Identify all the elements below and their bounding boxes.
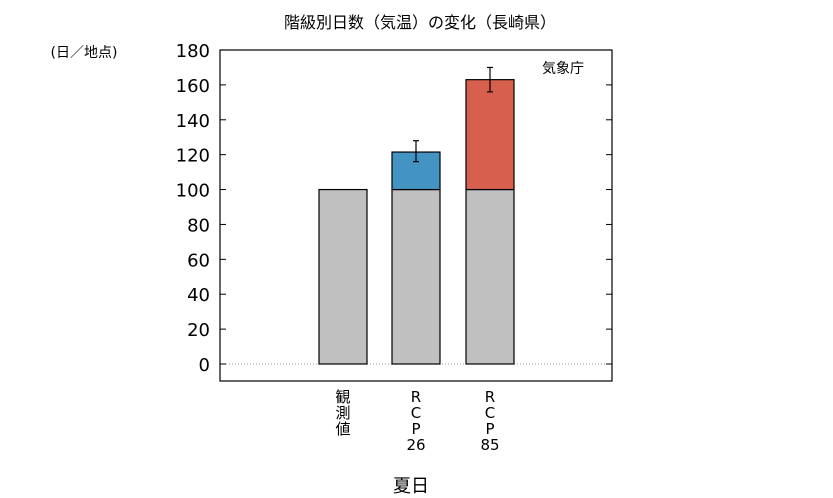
y-tick-label-5: 100 bbox=[176, 181, 210, 202]
category-label-2-1: C bbox=[485, 404, 495, 422]
category-label-0-1: 測 bbox=[335, 404, 350, 422]
category-label-1-2: P bbox=[411, 420, 420, 438]
y-tick-label-3: 60 bbox=[187, 250, 210, 271]
category-label-2-2: P bbox=[485, 420, 494, 438]
chart-title: 階級別日数（気温）の変化（長崎県） bbox=[284, 13, 556, 32]
y-tick-label-1: 20 bbox=[187, 320, 210, 341]
plot-frame bbox=[219, 49, 613, 382]
y-tick-label-7: 140 bbox=[176, 111, 210, 132]
y-tick-label-4: 80 bbox=[187, 215, 210, 236]
y-tick-label-9: 180 bbox=[176, 41, 210, 62]
bar-base-2 bbox=[465, 188, 515, 365]
category-label-2-3: 85 bbox=[480, 436, 499, 454]
y-tick-label-0: 0 bbox=[199, 355, 210, 376]
y-tick-label-2: 40 bbox=[187, 285, 210, 306]
category-label-1-1: C bbox=[411, 404, 421, 422]
bar-base-0 bbox=[318, 188, 368, 365]
y-tick-label-8: 160 bbox=[176, 76, 210, 97]
bar-base-1 bbox=[391, 188, 441, 365]
y-tick-label-6: 120 bbox=[176, 146, 210, 167]
category-label-1-0: R bbox=[411, 388, 421, 406]
source-credit: 気象庁 bbox=[542, 61, 584, 77]
category-label-1-3: 26 bbox=[406, 436, 425, 454]
bar-increment-2 bbox=[465, 79, 515, 191]
category-label-0-0: 観 bbox=[335, 388, 350, 406]
x-axis-label: 夏日 bbox=[393, 476, 429, 497]
y-axis-unit-label: (日／地点) bbox=[51, 45, 118, 61]
category-label-0-2: 値 bbox=[335, 420, 350, 438]
category-label-2-0: R bbox=[485, 388, 495, 406]
